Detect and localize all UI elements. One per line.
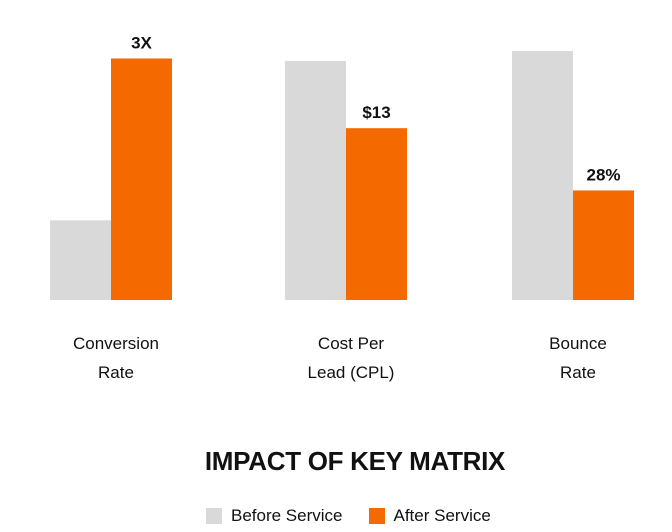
category-label: Lead (CPL) [308, 363, 395, 382]
category-label: Conversion [73, 334, 159, 353]
data-label: 3X [131, 33, 152, 52]
legend-swatch-before [206, 508, 222, 524]
bar-before-1 [285, 60, 346, 301]
legend-label-after: After Service [393, 506, 491, 525]
legend-item-before: Before Service [206, 506, 343, 526]
legend-label-before: Before Service [231, 506, 343, 525]
bar-before-2 [512, 51, 573, 300]
bar-before-0 [50, 220, 111, 300]
bar-after-0 [111, 58, 172, 300]
legend-swatch-after [368, 508, 385, 524]
chart-title: IMPACT OF KEY MATRIX [204, 446, 506, 476]
bar-chart: 3X Conversion Rate $13 Cost Per Lead (CPL) 28%… [50, 33, 634, 382]
bar-after-1 [346, 128, 407, 300]
legend-item-after: After Service [368, 506, 491, 526]
bar-after-2 [573, 190, 634, 300]
category-label: Cost Per [318, 334, 384, 353]
data-label: 28% [586, 165, 620, 184]
category-label: Bounce [549, 334, 607, 353]
data-label: $13 [362, 103, 390, 122]
category-label: Rate [560, 363, 596, 382]
legend: Before Service After Service [206, 506, 491, 526]
category-label: Rate [98, 363, 134, 382]
